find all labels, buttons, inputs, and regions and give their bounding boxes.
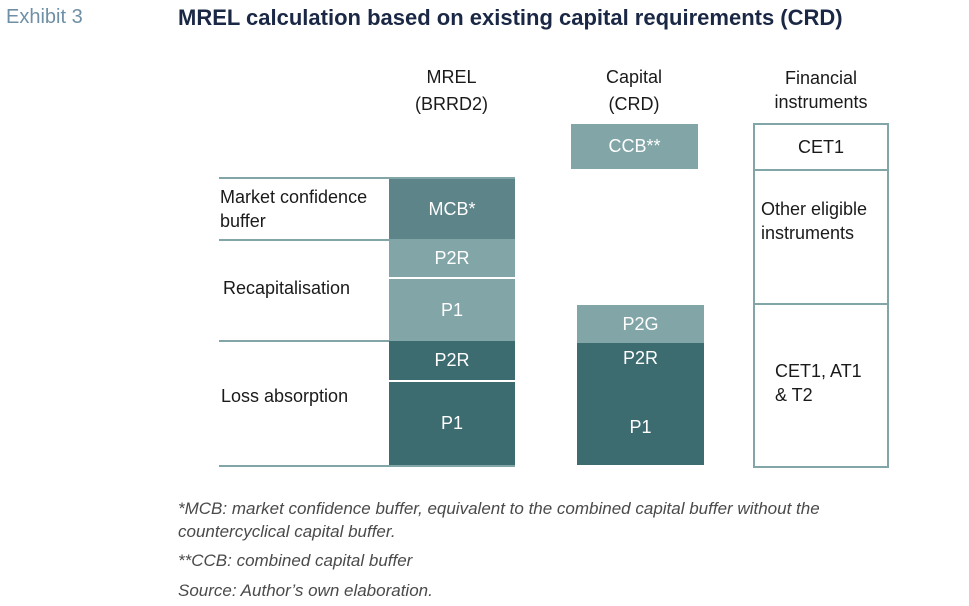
financial-instruments-box: CET1 Other eligible instruments CET1, AT… — [753, 123, 889, 468]
capital-p1-label: P1 — [629, 417, 652, 437]
column-header-capital: Capital (CRD) — [571, 64, 697, 118]
footnote-source: Source: Author’s own elaboration. — [178, 581, 433, 600]
row-label-recapitalisation: Recapitalisation — [223, 278, 351, 298]
row-label-loss-absorption: Loss absorption — [221, 386, 349, 406]
financial-cet1-at1-line: CET1, AT1 — [775, 361, 862, 381]
mrel-separator — [389, 277, 515, 279]
row-separator-top — [219, 177, 515, 179]
column-header-mrel-line1: MREL — [426, 67, 477, 87]
diagram-title: MREL calculation based on existing capit… — [178, 5, 843, 30]
mrel-recap-p2r-box: P2R — [389, 239, 515, 277]
capital-ccb-box: CCB** — [571, 124, 698, 169]
capital-p2r-p1-block: P2R P1 — [577, 343, 704, 465]
column-header-financial-line2: instruments — [774, 92, 868, 112]
row-label-market-confidence-line2: buffer — [220, 211, 266, 231]
mrel-mcb-box: MCB* — [389, 179, 515, 239]
column-header-capital-line1: Capital — [605, 67, 663, 87]
row-label-market-confidence-line1: Market confidence — [220, 187, 368, 207]
column-header-mrel: MREL (BRRD2) — [388, 64, 515, 118]
mrel-recap-p1-box: P1 — [389, 279, 515, 341]
row-separator-recap — [219, 340, 389, 342]
capital-p2g-box: P2G — [577, 305, 704, 343]
row-label-market-confidence: Market confidence buffer — [220, 185, 367, 233]
footnote-ccb: **CCB: combined capital buffer — [178, 551, 413, 570]
mrel-loss-p1-box: P1 — [389, 382, 515, 465]
financial-other-line1: Other eligible — [761, 199, 868, 219]
footnote-mcb-line2: countercyclical capital buffer. — [178, 522, 396, 541]
financial-cet1-cell: CET1 — [755, 125, 887, 171]
mrel-loss-p2r-box: P2R — [389, 341, 515, 380]
row-separator-mcb — [219, 239, 389, 241]
column-header-capital-line2: (CRD) — [608, 94, 660, 114]
column-header-mrel-line2: (BRRD2) — [414, 94, 488, 114]
column-header-financial-line1: Financial — [784, 68, 858, 88]
financial-other-line2: instruments — [761, 223, 855, 243]
row-separator-bottom — [219, 465, 515, 467]
column-header-financial: Financial instruments — [754, 66, 888, 114]
mrel-separator — [389, 380, 515, 382]
capital-p2r-label: P2R — [622, 348, 658, 368]
footnote-mcb: *MCB: market confidence buffer, equivale… — [178, 497, 820, 543]
financial-cet1-at1-t2-cell: CET1, AT1 & T2 — [755, 305, 887, 466]
exhibit-label: Exhibit 3 — [6, 6, 83, 28]
footnote-mcb-line1: *MCB: market confidence buffer, equivale… — [178, 499, 820, 518]
financial-other-cell: Other eligible instruments — [755, 171, 887, 305]
financial-t2-line: & T2 — [775, 385, 813, 405]
